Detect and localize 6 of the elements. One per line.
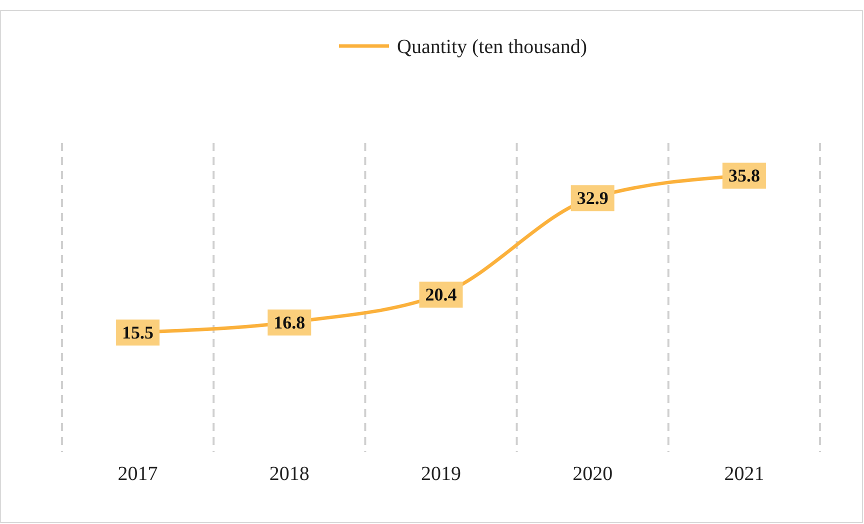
x-tick-label: 2021: [724, 463, 764, 485]
x-tick-label: 2019: [421, 463, 461, 485]
legend-label: Quantity (ten thousand): [397, 36, 587, 58]
x-tick-label: 2020: [572, 463, 613, 485]
x-tick-label: 2018: [269, 463, 310, 485]
x-tick-label: 2017: [118, 463, 158, 485]
